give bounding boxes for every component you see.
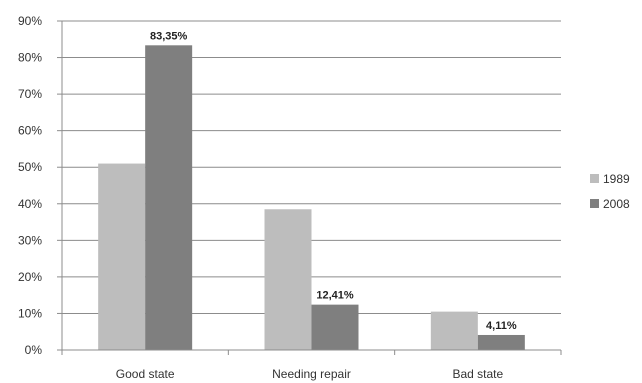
legend-label: 1989	[603, 172, 630, 186]
data-labels: 83,35% 12,41% 4,11%	[150, 30, 517, 332]
legend-swatch-2008	[590, 199, 599, 208]
axes	[57, 20, 562, 355]
bar-2008-1	[311, 304, 359, 350]
bar-1989-0	[98, 163, 146, 350]
y-tick-label: 90%	[18, 14, 42, 28]
y-axis-tick-labels: 0% 10% 20% 30% 40% 50% 60% 70% 80% 90%	[18, 14, 42, 357]
bar-1989-2	[430, 311, 478, 350]
category-label: Bad state	[452, 367, 503, 381]
y-tick-label: 80%	[18, 51, 42, 65]
data-label: 83,35%	[150, 30, 188, 42]
bars	[98, 45, 525, 350]
category-label: Needing repair	[272, 367, 351, 381]
bar-1989-1	[264, 209, 312, 350]
legend: 1989 2008	[590, 172, 630, 211]
y-tick-label: 50%	[18, 160, 42, 174]
category-label: Good state	[116, 367, 175, 381]
y-tick-label: 0%	[25, 343, 43, 357]
y-tick-label: 30%	[18, 233, 42, 247]
bar-2008-2	[477, 334, 525, 350]
x-axis-category-labels: Good state Needing repair Bad state	[116, 367, 504, 381]
y-tick-label: 10%	[18, 306, 42, 320]
y-tick-label: 20%	[18, 270, 42, 284]
bar-2008-0	[145, 45, 193, 350]
y-tick-label: 70%	[18, 87, 42, 101]
y-tick-label: 40%	[18, 197, 42, 211]
data-label: 12,41%	[316, 290, 354, 302]
y-tick-label: 60%	[18, 124, 42, 138]
legend-label: 2008	[603, 197, 630, 211]
data-label: 4,11%	[486, 320, 517, 332]
legend-swatch-1989	[590, 174, 599, 183]
